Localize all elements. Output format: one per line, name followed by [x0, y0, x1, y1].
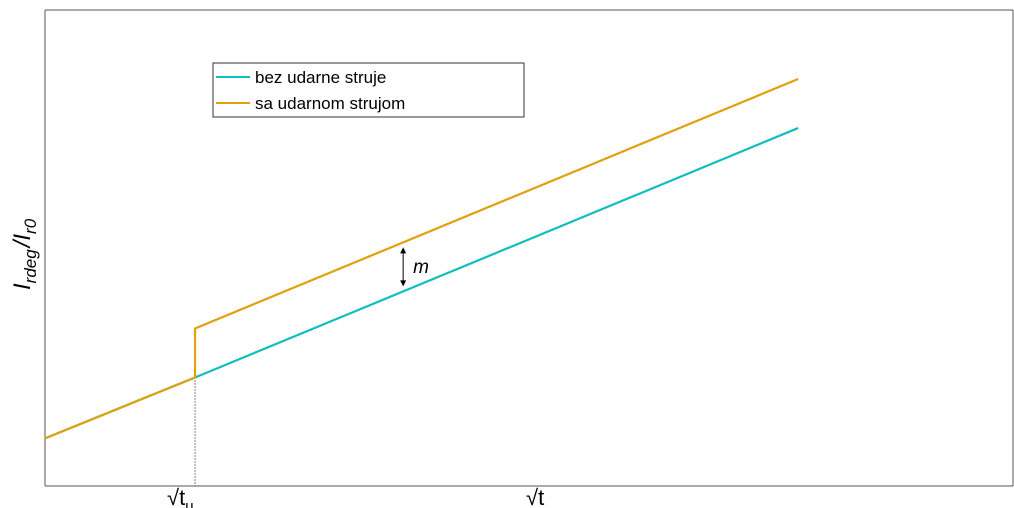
axes-frame: [44, 9, 1014, 487]
legend-label-0: bez udarne struje: [255, 68, 386, 87]
annotation-label: m: [413, 257, 429, 278]
annotation-arrow: [400, 247, 407, 287]
y-axis-label: Irdeg/Ir0: [9, 218, 40, 290]
y-label-sep: /I: [9, 234, 36, 250]
y-label-sub2: r0: [21, 218, 40, 234]
x-tick-label: √tu: [167, 485, 194, 508]
series-line-1: [44, 78, 799, 440]
legend-label-1: sa udarnom strujom: [255, 94, 405, 113]
x-axis-label: √t: [526, 485, 544, 508]
legend: bez udarne struje sa udarnom strujom: [212, 62, 525, 118]
plot-area: √tu m: [44, 78, 799, 508]
y-label-sub: rdeg: [21, 249, 40, 284]
y-label-main: I: [9, 283, 36, 290]
